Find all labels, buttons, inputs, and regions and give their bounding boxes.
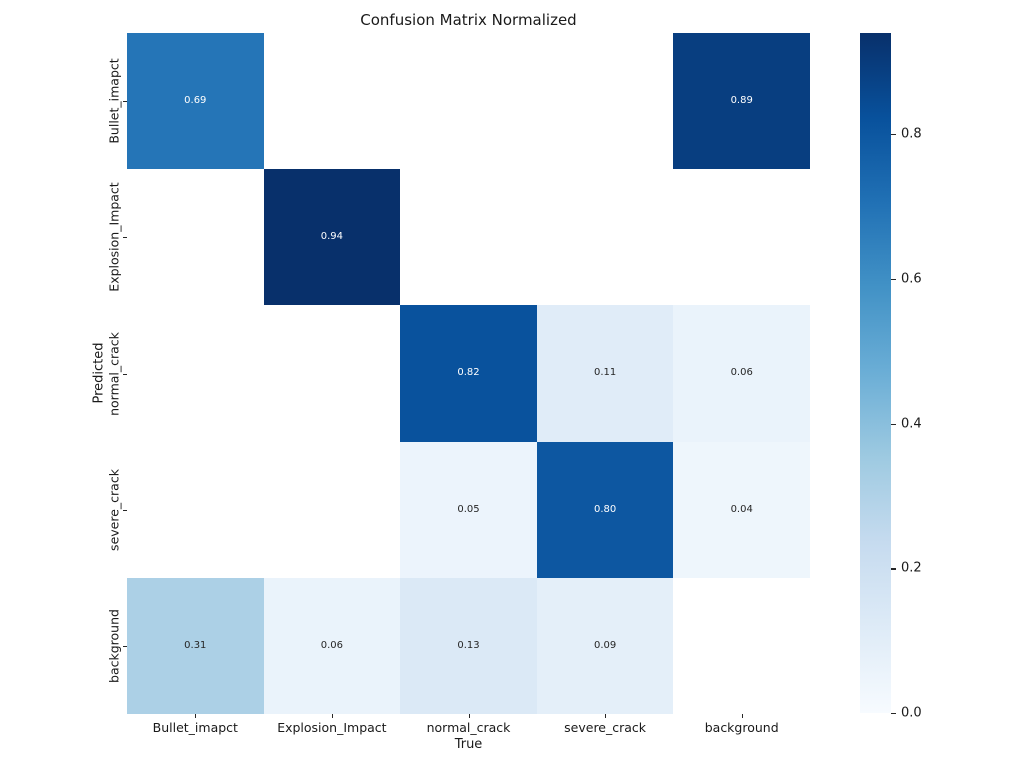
heatmap-cell [536, 33, 674, 170]
x-tick-mark [468, 714, 470, 718]
x-tick-mark [605, 714, 607, 718]
heatmap-cell: 0.09 [536, 577, 674, 714]
colorbar-tick-mark [891, 278, 896, 281]
heatmap-cell [400, 33, 537, 170]
y-tick-label: normal_crack [106, 331, 122, 416]
y-axis-label: Predicted [91, 342, 107, 404]
cell-value: 0.06 [320, 639, 344, 651]
heatmap-cell: 0.06 [673, 305, 810, 442]
x-tick-mark [195, 714, 197, 718]
heatmap-cell [263, 305, 401, 442]
cell-value: 0.82 [457, 367, 480, 379]
heatmap-cell: 0.13 [400, 577, 537, 714]
y-tick-label: severe_crack [106, 468, 122, 551]
cell-value: 0.13 [457, 639, 480, 651]
y-tick-mark [123, 373, 127, 375]
x-tick-label: Explosion_Impact [277, 720, 387, 735]
heatmap-grid: 0.69 0.89 0.94 0.82 0.11 0.06 0.05 0.80 0.04 0.31… [127, 33, 810, 714]
colorbar-tick-label: 0.4 [901, 416, 922, 432]
heatmap-cell: 0.31 [127, 577, 264, 714]
heatmap-cell [263, 33, 401, 170]
heatmap-cell [400, 169, 537, 306]
cell-value: 0.69 [184, 95, 207, 107]
colorbar-tick-label: 0.6 [901, 271, 922, 287]
y-tick-mark [123, 237, 127, 239]
heatmap-cell [673, 169, 810, 306]
cell-value: 0.80 [593, 503, 617, 515]
cell-value: 0.09 [593, 639, 617, 651]
heatmap-cell [536, 169, 674, 306]
x-tick-label: severe_crack [564, 720, 647, 735]
heatmap-cell: 0.89 [673, 33, 810, 170]
colorbar-tick-mark [891, 568, 896, 570]
y-tick-mark [123, 509, 127, 511]
cell-value: 0.06 [730, 367, 753, 379]
cell-value: 0.04 [730, 503, 753, 515]
cell-value: 0.11 [593, 367, 617, 379]
y-tick-mark [123, 645, 127, 647]
heatmap-cell [673, 577, 810, 714]
colorbar-tick-label: 0.0 [901, 705, 922, 721]
heatmap-cell [263, 441, 401, 578]
colorbar-tick-mark [891, 423, 896, 425]
y-tick-mark [123, 101, 127, 103]
heatmap-cell: 0.69 [127, 33, 264, 170]
y-tick-label: Explosion_Impact [106, 182, 122, 292]
heatmap-cell [127, 169, 264, 306]
x-tick-label: normal_crack [426, 720, 511, 735]
colorbar-tick-mark [891, 134, 896, 136]
heatmap-cell [127, 305, 264, 442]
heatmap-cell: 0.82 [400, 305, 537, 442]
colorbar [860, 33, 891, 713]
colorbar-tick-label: 0.2 [901, 560, 922, 576]
cell-value: 0.94 [320, 231, 344, 243]
x-axis-label: True [454, 737, 483, 752]
heatmap-cell: 0.05 [400, 441, 537, 578]
y-tick-label: background [106, 608, 122, 683]
cell-value: 0.89 [730, 95, 753, 107]
heatmap-cell: 0.80 [536, 441, 674, 578]
y-tick-label: Bullet_imapct [106, 58, 122, 144]
colorbar-tick-mark [891, 713, 896, 715]
x-tick-label: Bullet_imapct [152, 720, 238, 735]
heatmap-cell [127, 441, 264, 578]
x-tick-label: background [704, 720, 779, 735]
chart-title: Confusion Matrix Normalized [360, 11, 577, 29]
x-tick-mark [741, 714, 743, 718]
cell-value: 0.05 [457, 503, 480, 515]
colorbar-tick-label: 0.8 [901, 126, 922, 142]
heatmap-cell: 0.06 [263, 577, 401, 714]
heatmap-cell: 0.11 [536, 305, 674, 442]
x-tick-mark [331, 714, 333, 718]
heatmap-cell: 0.94 [263, 169, 401, 306]
colorbar-gradient [860, 33, 891, 713]
cell-value: 0.31 [184, 639, 207, 651]
heatmap-cell: 0.04 [673, 441, 810, 578]
